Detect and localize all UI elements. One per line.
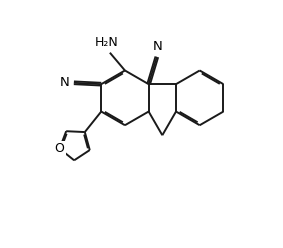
Text: H₂N: H₂N [95,36,119,49]
Text: N: N [153,40,162,53]
Text: O: O [55,142,65,155]
Text: N: N [60,76,70,89]
